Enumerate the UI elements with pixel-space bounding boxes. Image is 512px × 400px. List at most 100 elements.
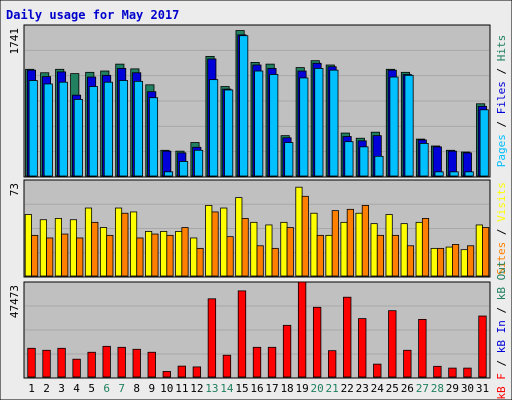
bar-sites-day-22 [346,208,354,277]
bar-sites-day-21 [331,210,339,277]
bar-pages-day-26 [404,74,414,177]
bar-kbf-day-18 [282,324,292,378]
bar-pages-day-29 [449,171,459,177]
bar-visits-day-14 [220,207,228,277]
bar-kbf-day-6 [102,345,111,378]
bar-visits-day-31 [475,224,483,277]
bar-pages-day-10 [164,171,174,177]
bar-pages-day-8 [133,80,144,177]
bar-sites-day-2 [46,237,54,277]
x-tick-label: 8 [133,382,140,395]
bar-kbf-day-11 [177,365,186,378]
bar-visits-day-6 [99,227,108,277]
x-tick-label: 20 [311,382,324,395]
chart-title: Daily usage for May 2017 [6,8,179,22]
bar-sites-day-14 [226,236,234,277]
x-tick-label: 10 [160,382,173,395]
bar-visits-day-30 [460,249,468,277]
x-tick-label: 22 [341,382,354,395]
bar-sites-day-30 [467,245,475,277]
bar-sites-day-13 [211,211,219,277]
bar-pages-day-6 [103,81,113,177]
bar-kbf-day-15 [237,290,247,378]
legend-entry: Hits [495,35,508,62]
bar-sites-day-27 [421,218,430,277]
bar-pages-day-12 [194,149,204,177]
bar-sites-day-19 [301,195,309,277]
panel-middle-visits-sites: 73 Sites / Visits [8,179,508,278]
bar-sites-day-4 [76,237,84,277]
bar-pages-day-18 [284,142,294,177]
bar-pages-day-30 [464,171,474,177]
bar-visits-day-15 [235,197,243,277]
bar-visits-day-18 [280,221,288,277]
bar-pages-day-17 [269,74,279,177]
bar-visits-day-25 [385,214,393,277]
x-tick-label: 17 [265,382,278,395]
bar-kbf-day-14 [222,354,232,378]
bar-pages-day-2 [43,83,53,177]
max-value-label-bottom: 47473 [8,285,21,318]
bar-pages-day-19 [299,77,309,177]
legend-entry: kB In [495,320,508,353]
legend-entry: kB F [495,373,508,400]
bar-sites-day-5 [91,221,99,277]
bar-sites-day-29 [452,244,460,277]
bar-visits-day-24 [370,223,378,277]
bar-kbf-day-17 [267,346,277,378]
bar-visits-day-3 [54,218,62,277]
bar-sites-day-10 [166,234,174,277]
bar-kbf-day-16 [252,346,262,378]
bar-visits-day-29 [445,246,453,277]
bar-pages-day-25 [389,76,399,177]
bar-kbf-day-10 [162,371,171,378]
bar-kbf-day-3 [57,347,66,378]
bar-pages-day-27 [419,142,429,177]
bar-visits-day-21 [325,234,333,277]
x-tick-label: 24 [371,382,385,395]
x-tick-label: 14 [220,382,234,395]
x-tick-label: 12 [190,382,203,395]
bar-visits-day-16 [250,221,258,277]
legend-entry: Pages [495,134,508,167]
bar-pages-day-23 [359,146,369,177]
bar-pages-day-14 [224,89,234,177]
bar-visits-day-1 [24,214,32,277]
x-tick-label: 4 [73,382,80,395]
x-axis-day-labels: 1 2 3 4 5 6 7 8 9 10 11 12 13 14 15 16 17 18 19 20 21 22 23 24 2… [28,382,489,395]
bar-kbf-day-29 [448,367,457,378]
panel-top-hits-files-pages: 1741 Pages / Files / Hits [8,24,508,178]
bar-sites-day-9 [151,233,159,277]
bar-kbf-day-9 [147,351,156,378]
bar-visits-day-17 [265,224,273,277]
bar-kbf-day-25 [388,310,397,378]
bar-sites-day-1 [31,234,39,277]
bar-pages-day-22 [344,141,354,177]
bar-visits-day-7 [114,207,123,277]
x-tick-label: 23 [356,382,369,395]
x-tick-label: 26 [401,382,414,395]
legend-bottom: kB F / kB In / kB Out [495,260,508,399]
bar-pages-day-20 [314,68,324,177]
x-tick-label: 21 [326,382,339,395]
bar-visits-day-12 [190,237,198,277]
bar-pages-day-15 [239,35,249,177]
x-tick-label: 7 [118,382,125,395]
bar-sites-day-26 [406,245,415,277]
bar-pages-day-13 [209,79,219,177]
bar-kbf-day-27 [418,318,427,378]
x-tick-label: 28 [431,382,444,395]
bar-visits-day-28 [430,247,438,277]
bar-visits-day-19 [295,186,303,277]
bar-pages-day-11 [179,161,189,177]
x-tick-label: 27 [416,382,429,395]
x-tick-label: 3 [58,382,65,395]
bar-kbf-day-2 [42,349,51,378]
x-tick-label: 29 [446,382,459,395]
bar-kbf-day-5 [87,351,96,378]
bar-visits-day-23 [355,212,363,277]
bar-pages-day-1 [28,80,38,177]
bar-pages-day-4 [73,99,83,177]
panel-bottom-kbytes: 47473 kB F / kB In / kB Out [8,260,508,399]
x-tick-label: 2 [43,382,50,395]
